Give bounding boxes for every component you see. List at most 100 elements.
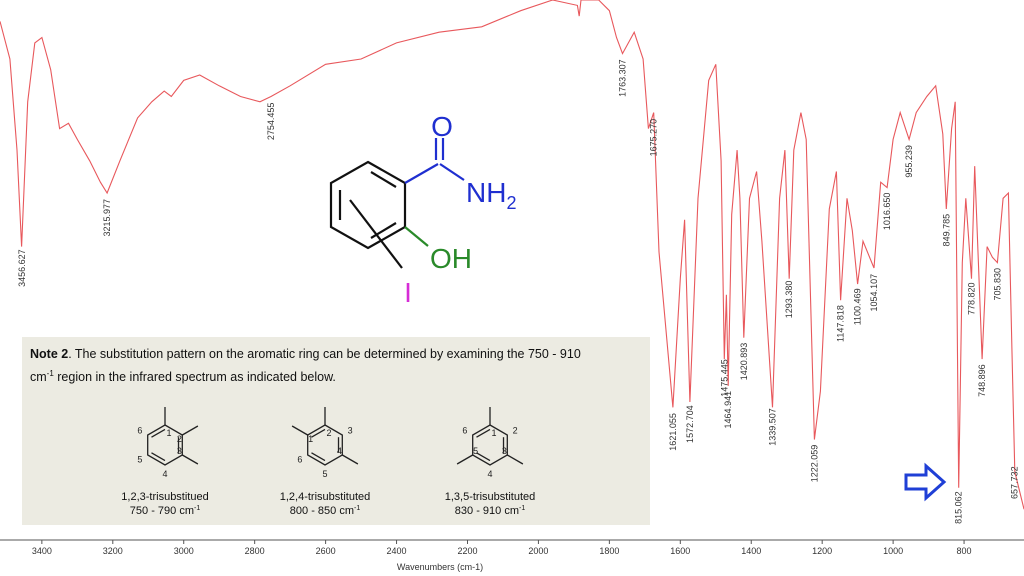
position-label: 2 bbox=[326, 428, 331, 438]
peak-label: 1475.445 bbox=[719, 359, 729, 397]
peak-label: 748.896 bbox=[977, 364, 987, 397]
x-tick-label: 3000 bbox=[174, 546, 194, 556]
note-line2: cm-1 region in the infrared spectrum as … bbox=[30, 369, 336, 384]
methyl-bond bbox=[341, 454, 359, 465]
peak-label: 1339.507 bbox=[768, 408, 778, 446]
peak-label: 778.820 bbox=[967, 282, 977, 315]
note-label: Note 2 bbox=[30, 347, 68, 361]
x-tick-label: 3200 bbox=[103, 546, 123, 556]
peak-label: 1147.818 bbox=[836, 305, 846, 342]
position-label: 1 bbox=[308, 434, 313, 444]
methyl-bond bbox=[181, 454, 199, 465]
peak-label: 657.732 bbox=[1010, 466, 1020, 499]
peak-label: 1572.704 bbox=[685, 405, 695, 443]
pattern-name: 1,3,5-trisubstituted bbox=[445, 491, 536, 503]
ring bbox=[472, 424, 508, 466]
x-tick-label: 1600 bbox=[670, 546, 690, 556]
note-line1: Note 2. The substitution pattern on the … bbox=[30, 347, 581, 361]
range-text: 800 - 850 cm bbox=[290, 505, 354, 517]
spectrum-line bbox=[0, 0, 1024, 510]
position-label: 5 bbox=[137, 455, 142, 465]
peak-label: 849.785 bbox=[941, 214, 951, 247]
peak-label: 1675.270 bbox=[649, 119, 659, 157]
methyl-bond bbox=[291, 425, 309, 436]
note-unit: cm bbox=[30, 370, 47, 384]
peak-label: 1621.055 bbox=[668, 413, 678, 451]
note-unit-sup: -1 bbox=[47, 369, 55, 378]
peak-label: 1016.650 bbox=[882, 193, 892, 231]
ring bbox=[147, 424, 183, 466]
pattern-range: 800 - 850 cm-1 bbox=[290, 505, 361, 517]
x-tick-label: 800 bbox=[957, 546, 972, 556]
position-label: 4 bbox=[487, 469, 492, 479]
x-tick-label: 1200 bbox=[812, 546, 832, 556]
ring-bond bbox=[476, 428, 491, 438]
position-label: 6 bbox=[297, 455, 302, 465]
range-sup: -1 bbox=[354, 505, 360, 512]
peak-label: 1420.893 bbox=[739, 343, 749, 381]
pattern-name: 1,2,3-trisubstitued bbox=[121, 491, 208, 503]
range-text: 830 - 910 cm bbox=[455, 505, 519, 517]
peak-label: 1464.941 bbox=[723, 391, 733, 429]
position-label: 1 bbox=[166, 428, 171, 438]
x-axis-label: Wavenumbers (cm-1) bbox=[397, 562, 483, 572]
amide-subscript: 2 bbox=[506, 193, 516, 213]
peak-label: 2754.455 bbox=[266, 103, 276, 141]
amide-label: NH2 bbox=[466, 177, 516, 213]
x-tick-label: 2400 bbox=[387, 546, 407, 556]
ring-bond bbox=[311, 428, 326, 438]
position-label: 5 bbox=[473, 446, 478, 456]
x-tick-label: 2000 bbox=[528, 546, 548, 556]
x-tick-label: 2600 bbox=[316, 546, 336, 556]
hydroxyl-label: OH bbox=[430, 243, 472, 274]
peak-label: 815.062 bbox=[954, 491, 964, 524]
amide-text: NH bbox=[466, 177, 506, 208]
methyl-bond bbox=[181, 425, 199, 436]
methyl-bond bbox=[506, 454, 524, 465]
position-label: 2 bbox=[177, 434, 182, 444]
peak-label: 1293.380 bbox=[784, 281, 794, 319]
peak-label: 705.830 bbox=[992, 268, 1002, 301]
ring-bond bbox=[311, 452, 326, 462]
position-label: 3 bbox=[502, 446, 507, 456]
x-tick-label: 2200 bbox=[457, 546, 477, 556]
iodine-label: I bbox=[404, 277, 412, 308]
x-tick-label: 1400 bbox=[741, 546, 761, 556]
ring-bond bbox=[476, 452, 491, 462]
position-label: 5 bbox=[322, 469, 327, 479]
peak-label: 1222.059 bbox=[809, 445, 819, 483]
pattern-name: 1,2,4-trisubstituted bbox=[280, 491, 371, 503]
methyl-bond bbox=[456, 454, 474, 465]
position-label: 2 bbox=[513, 426, 518, 436]
oxygen-label: O bbox=[431, 111, 453, 142]
x-tick-label: 2800 bbox=[245, 546, 265, 556]
range-sup: -1 bbox=[519, 505, 525, 512]
peak-label: 3215.977 bbox=[102, 199, 112, 237]
arrow-icon bbox=[904, 462, 947, 502]
x-tick-label: 3400 bbox=[32, 546, 52, 556]
position-label: 3 bbox=[177, 446, 182, 456]
pattern-range: 750 - 790 cm-1 bbox=[130, 505, 201, 517]
position-label: 4 bbox=[162, 469, 167, 479]
position-label: 1 bbox=[491, 428, 496, 438]
position-label: 3 bbox=[348, 426, 353, 436]
note-text: region in the infrared spectrum as indic… bbox=[54, 370, 336, 384]
pattern-range: 830 - 910 cm-1 bbox=[455, 505, 526, 517]
peak-label: 1100.469 bbox=[852, 288, 862, 325]
peak-label: 1054.107 bbox=[869, 274, 879, 312]
x-tick-label: 1800 bbox=[599, 546, 619, 556]
range-sup: -1 bbox=[194, 505, 200, 512]
note-text: . The substitution pattern on the aromat… bbox=[68, 347, 581, 361]
position-label: 4 bbox=[337, 446, 342, 456]
ring-bond bbox=[151, 428, 166, 438]
position-label: 6 bbox=[137, 426, 142, 436]
x-tick-label: 1000 bbox=[883, 546, 903, 556]
peak-label: 3456.627 bbox=[17, 249, 27, 287]
peak-label: 1763.307 bbox=[617, 59, 627, 97]
position-label: 6 bbox=[462, 426, 467, 436]
peak-label: 955.239 bbox=[904, 145, 914, 178]
range-text: 750 - 790 cm bbox=[130, 505, 194, 517]
